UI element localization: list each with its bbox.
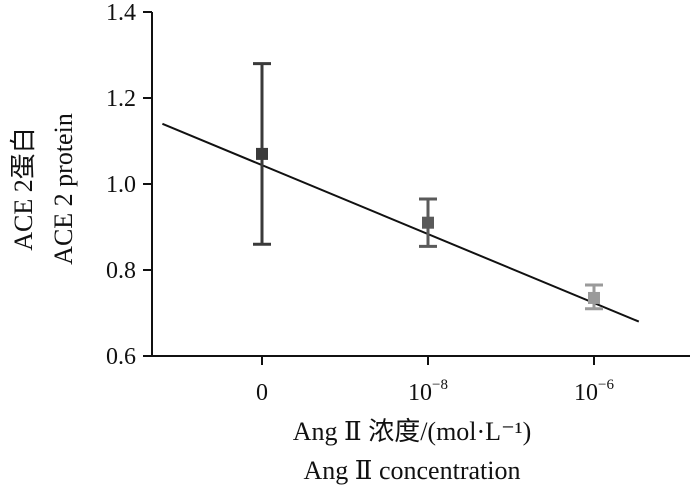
y-tick-label: 1.0	[106, 172, 136, 198]
axes	[151, 12, 690, 357]
trendline	[162, 122, 640, 323]
x-tick-label: 0	[256, 380, 268, 406]
x-tick-label: 10−6	[574, 377, 614, 406]
x-axis-title-english: Ang Ⅱ concentration	[304, 456, 521, 485]
y-axis-title-english: ACE 2 protein	[49, 113, 78, 265]
x-tick-label: 10−8	[408, 377, 448, 406]
trend-line	[162, 122, 640, 323]
y-tick-label: 1.4	[106, 0, 136, 26]
x-ticks: 0 10−8 10−6	[256, 356, 614, 406]
data-points	[253, 62, 603, 311]
data-point	[256, 147, 268, 160]
y-tick-label: 1.2	[106, 86, 136, 112]
y-tick-label: 0.6	[106, 344, 136, 370]
y-tick-label: 0.8	[106, 258, 136, 284]
y-axis-title: ACE 2蛋白	[9, 127, 38, 251]
x-axis-title: Ang Ⅱ 浓度/(mol·L⁻¹)	[293, 417, 532, 446]
data-point	[422, 216, 434, 229]
y-ticks: 0.6 0.8 1.0 1.2 1.4	[106, 0, 152, 370]
data-point	[588, 291, 600, 304]
